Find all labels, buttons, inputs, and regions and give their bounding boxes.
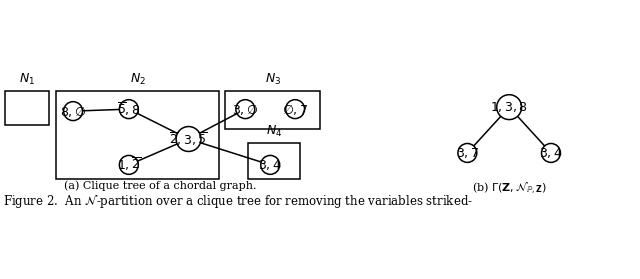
- Text: $N_4$: $N_4$: [266, 124, 282, 139]
- Circle shape: [497, 95, 522, 120]
- Text: $\emptyset, 7$: $\emptyset, 7$: [282, 102, 308, 117]
- Text: $3, \emptyset$: $3, \emptyset$: [232, 102, 259, 117]
- Circle shape: [285, 100, 305, 119]
- Text: $3,4$: $3,4$: [259, 158, 282, 172]
- Circle shape: [236, 100, 255, 119]
- Circle shape: [176, 127, 201, 151]
- Text: $3,4$: $3,4$: [539, 146, 563, 160]
- Bar: [248, 143, 300, 179]
- Text: $1,\overline{2}$: $1,\overline{2}$: [116, 156, 141, 174]
- Circle shape: [260, 155, 280, 174]
- Circle shape: [458, 143, 477, 162]
- Text: $N_2$: $N_2$: [130, 72, 146, 87]
- Text: $8, \emptyset$: $8, \emptyset$: [60, 104, 86, 119]
- Text: (b) $\Gamma(\mathbf{Z}, \mathcal{N}_{\mathbb{P},\mathbf{Z}})$: (b) $\Gamma(\mathbf{Z}, \mathcal{N}_{\ma…: [472, 181, 547, 197]
- Bar: [225, 91, 320, 129]
- Text: $N_1$: $N_1$: [19, 72, 35, 87]
- Circle shape: [63, 102, 83, 121]
- Text: Figure 2.  An $\mathcal{N}$-partition over a clique tree for removing the variab: Figure 2. An $\mathcal{N}$-partition ove…: [3, 193, 474, 210]
- Text: $\overline{5},8$: $\overline{5},8$: [117, 101, 141, 118]
- Bar: [56, 91, 220, 179]
- Text: $\overline{2},3,\overline{5}$: $\overline{2},3,\overline{5}$: [169, 131, 208, 148]
- Text: (a) Clique tree of a chordal graph.: (a) Clique tree of a chordal graph.: [65, 181, 257, 191]
- Text: $N_3$: $N_3$: [264, 72, 281, 87]
- Circle shape: [120, 155, 138, 174]
- Bar: [5, 91, 49, 125]
- Text: $3,7$: $3,7$: [456, 146, 479, 160]
- Text: $1,3,8$: $1,3,8$: [490, 100, 528, 114]
- Circle shape: [541, 143, 561, 162]
- Circle shape: [120, 100, 138, 119]
